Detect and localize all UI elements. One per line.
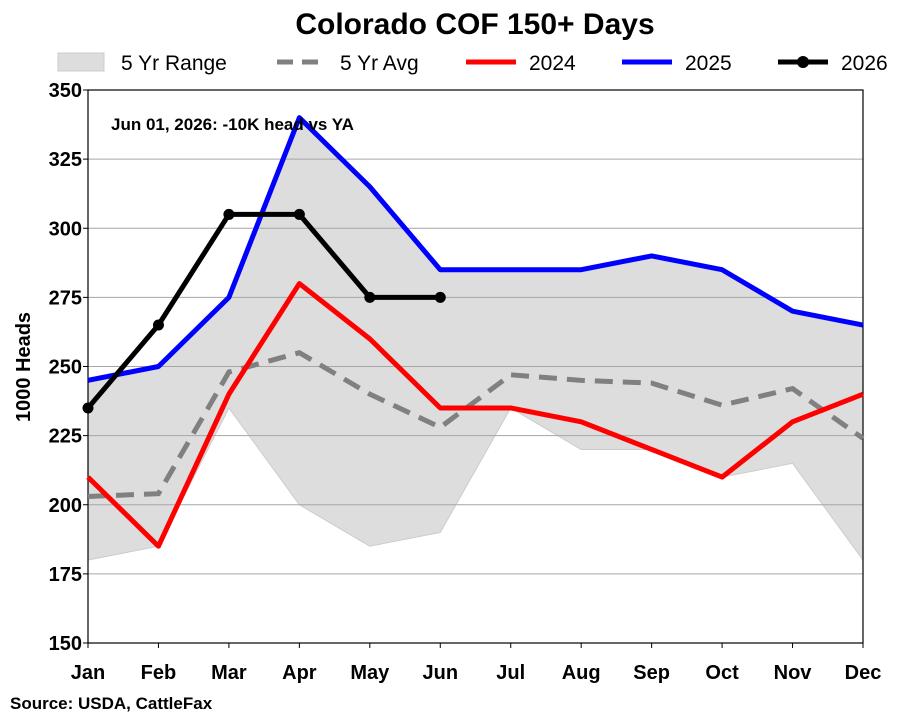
x-tick-label: Nov	[774, 662, 813, 684]
range-band	[87, 116, 864, 562]
series-line-2024	[86, 281, 864, 549]
y-tick-label: 175	[49, 564, 82, 586]
series-point-2026	[152, 319, 164, 331]
legend-label: 2024	[529, 52, 576, 75]
x-tick-label: Feb	[141, 662, 177, 684]
x-tick-label: Dec	[845, 662, 882, 684]
legend-label: 5 Yr Range	[121, 52, 227, 75]
legend-label: 2025	[685, 52, 732, 75]
y-tick-label: 150	[49, 633, 82, 655]
y-tick-label: 200	[49, 495, 82, 517]
x-tick-label: Oct	[705, 662, 739, 684]
annotation: Jun 01, 2026: -10K head vs YA	[111, 115, 354, 134]
y-tick-label: 225	[49, 426, 82, 448]
y-tick-label: 325	[49, 149, 82, 171]
plot-area: 150 175 200 225 250 275 300 325 350 Jan Feb Mar Apr M…	[49, 80, 882, 684]
legend-marker	[797, 56, 809, 68]
legend-label: 5 Yr Avg	[340, 52, 419, 75]
series-point-2026	[223, 208, 235, 220]
y-tick-label: 275	[49, 287, 82, 309]
series-line-2026	[86, 211, 441, 410]
x-tick-label: Sep	[633, 662, 670, 684]
series-line-2025	[87, 115, 864, 383]
legend-swatch	[57, 52, 105, 72]
x-tick-label: Aug	[562, 662, 601, 684]
x-tick-label: Apr	[282, 662, 317, 684]
x-tick-label: May	[350, 662, 390, 684]
series-point-2026	[82, 402, 94, 414]
series-point-2026	[364, 291, 376, 303]
y-tick-label: 250	[49, 357, 82, 379]
y-axis-title: 1000 Heads	[13, 312, 35, 422]
chart-title: Colorado COF 150+ Days	[295, 8, 654, 41]
y-tick-label: 300	[49, 218, 82, 240]
x-tick-label: Jun	[422, 662, 458, 684]
legend: 5 Yr Range 5 Yr Avg 2024 2025 2026	[57, 52, 888, 75]
x-tick-label: Mar	[211, 662, 247, 684]
legend-label: 2026	[841, 52, 888, 75]
x-tick-label: Jul	[496, 662, 525, 684]
source-note: Source: USDA, CattleFax	[10, 694, 213, 713]
series-point-2026	[434, 291, 446, 303]
x-tick-label: Jan	[71, 662, 105, 684]
y-tick-label: 350	[49, 80, 82, 102]
series-line-5-yr-avg	[87, 349, 865, 499]
series-point-2026	[293, 208, 305, 220]
